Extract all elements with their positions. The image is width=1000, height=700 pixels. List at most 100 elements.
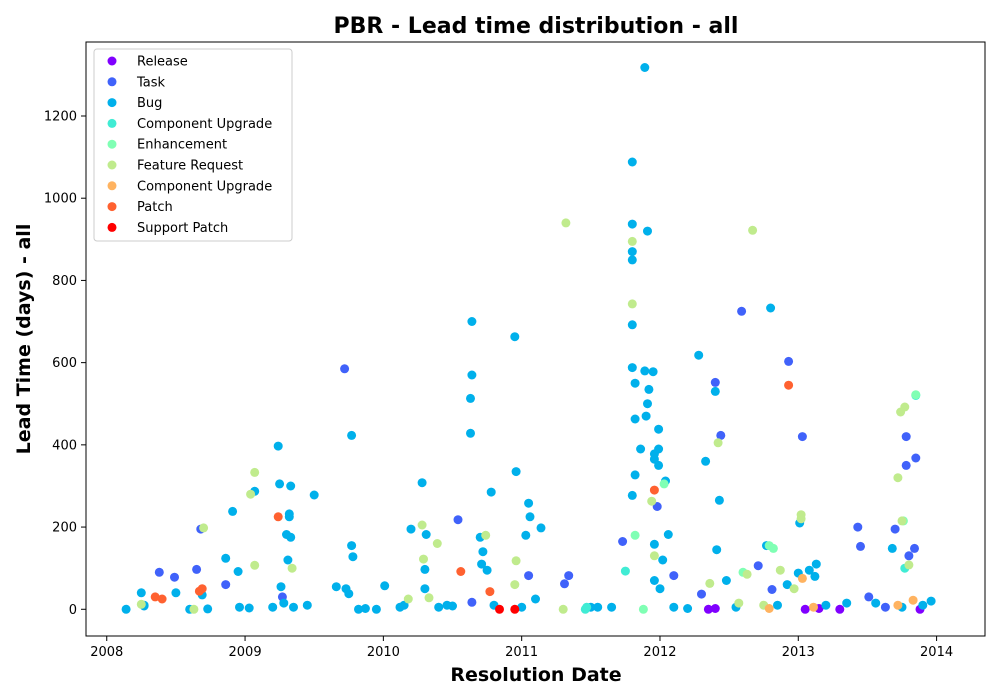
data-point xyxy=(121,604,131,614)
data-point xyxy=(649,576,659,585)
data-point xyxy=(630,530,640,540)
data-point xyxy=(669,571,679,581)
data-point xyxy=(659,479,669,489)
data-point xyxy=(880,602,890,612)
legend-marker xyxy=(107,139,117,149)
data-point xyxy=(627,363,637,373)
data-point xyxy=(510,332,520,342)
legend-label: Patch xyxy=(137,200,173,215)
data-point xyxy=(273,441,283,451)
plot-frame xyxy=(85,41,986,637)
data-point xyxy=(630,470,640,480)
data-point xyxy=(901,432,911,442)
data-point xyxy=(495,604,504,614)
data-point xyxy=(136,588,146,598)
data-point xyxy=(244,603,254,613)
x-tick-label: 2012 xyxy=(643,645,676,660)
data-point xyxy=(748,225,758,235)
data-points xyxy=(121,63,936,614)
data-point xyxy=(800,604,810,614)
data-point xyxy=(403,594,413,604)
data-point xyxy=(797,573,807,583)
data-point xyxy=(710,377,720,387)
data-point xyxy=(531,594,540,604)
legend-label: Support Patch xyxy=(137,221,228,236)
data-point xyxy=(348,552,358,562)
data-point xyxy=(157,594,167,604)
data-point xyxy=(694,350,704,360)
data-point xyxy=(517,602,527,612)
data-point xyxy=(199,523,209,533)
data-point xyxy=(521,530,531,540)
x-tick-label: 2008 xyxy=(90,645,123,660)
data-point xyxy=(663,530,673,539)
data-point xyxy=(697,589,706,599)
data-point xyxy=(901,460,911,470)
data-point xyxy=(640,366,650,376)
legend-box xyxy=(93,48,293,242)
data-point xyxy=(268,602,278,612)
data-point xyxy=(900,402,910,412)
data-point xyxy=(466,428,475,438)
data-point xyxy=(911,453,921,463)
data-point xyxy=(784,356,794,366)
data-point xyxy=(712,545,722,555)
x-tick-label: 2010 xyxy=(367,645,400,660)
data-point xyxy=(648,367,658,377)
data-point xyxy=(721,576,731,585)
data-point xyxy=(302,600,312,610)
legend-label: Bug xyxy=(137,96,162,111)
x-tick-label: 2013 xyxy=(782,645,815,660)
data-point xyxy=(466,393,475,403)
data-point xyxy=(524,498,534,508)
y-tick-label: 0 xyxy=(69,603,77,618)
x-axis-title: Resolution Date xyxy=(450,664,621,686)
legend-label: Feature Request xyxy=(137,159,243,174)
data-point xyxy=(203,604,213,614)
data-point xyxy=(809,602,818,612)
data-point xyxy=(511,467,521,477)
data-point xyxy=(467,317,477,326)
y-axis: 0 200 400 600 800 1000 1200 xyxy=(44,109,86,618)
data-point xyxy=(644,384,654,394)
data-point xyxy=(775,565,785,575)
data-point xyxy=(347,430,357,440)
data-point xyxy=(630,414,640,424)
data-point xyxy=(380,581,390,591)
data-point xyxy=(766,303,776,313)
data-point xyxy=(560,579,569,589)
data-point xyxy=(536,523,546,533)
data-point xyxy=(607,602,617,612)
data-point xyxy=(654,424,664,434)
data-point xyxy=(432,539,442,548)
data-point xyxy=(419,554,428,564)
data-point xyxy=(192,564,202,574)
data-point xyxy=(481,530,491,540)
data-point xyxy=(420,564,430,574)
data-point xyxy=(289,602,298,612)
data-point xyxy=(448,601,457,611)
data-point xyxy=(893,600,903,610)
data-point xyxy=(453,515,463,525)
legend-marker xyxy=(107,181,117,191)
data-point xyxy=(618,537,628,546)
data-point xyxy=(250,467,260,477)
y-tick-label: 1000 xyxy=(44,192,77,207)
data-point xyxy=(796,514,806,524)
data-point xyxy=(170,572,179,582)
data-point xyxy=(710,386,720,396)
data-point xyxy=(221,580,231,590)
data-point xyxy=(655,584,665,594)
data-point xyxy=(371,604,381,614)
data-point xyxy=(703,604,713,614)
y-tick-label: 600 xyxy=(52,356,77,371)
legend-label: Component Upgrade xyxy=(137,179,272,194)
data-point xyxy=(478,547,488,557)
data-point xyxy=(421,530,431,539)
chart-title: PBR - Lead time distribution - all xyxy=(334,14,739,39)
data-point xyxy=(524,571,534,581)
data-point xyxy=(643,226,652,236)
data-point xyxy=(283,555,293,565)
data-point xyxy=(406,524,416,534)
data-point xyxy=(279,598,289,608)
